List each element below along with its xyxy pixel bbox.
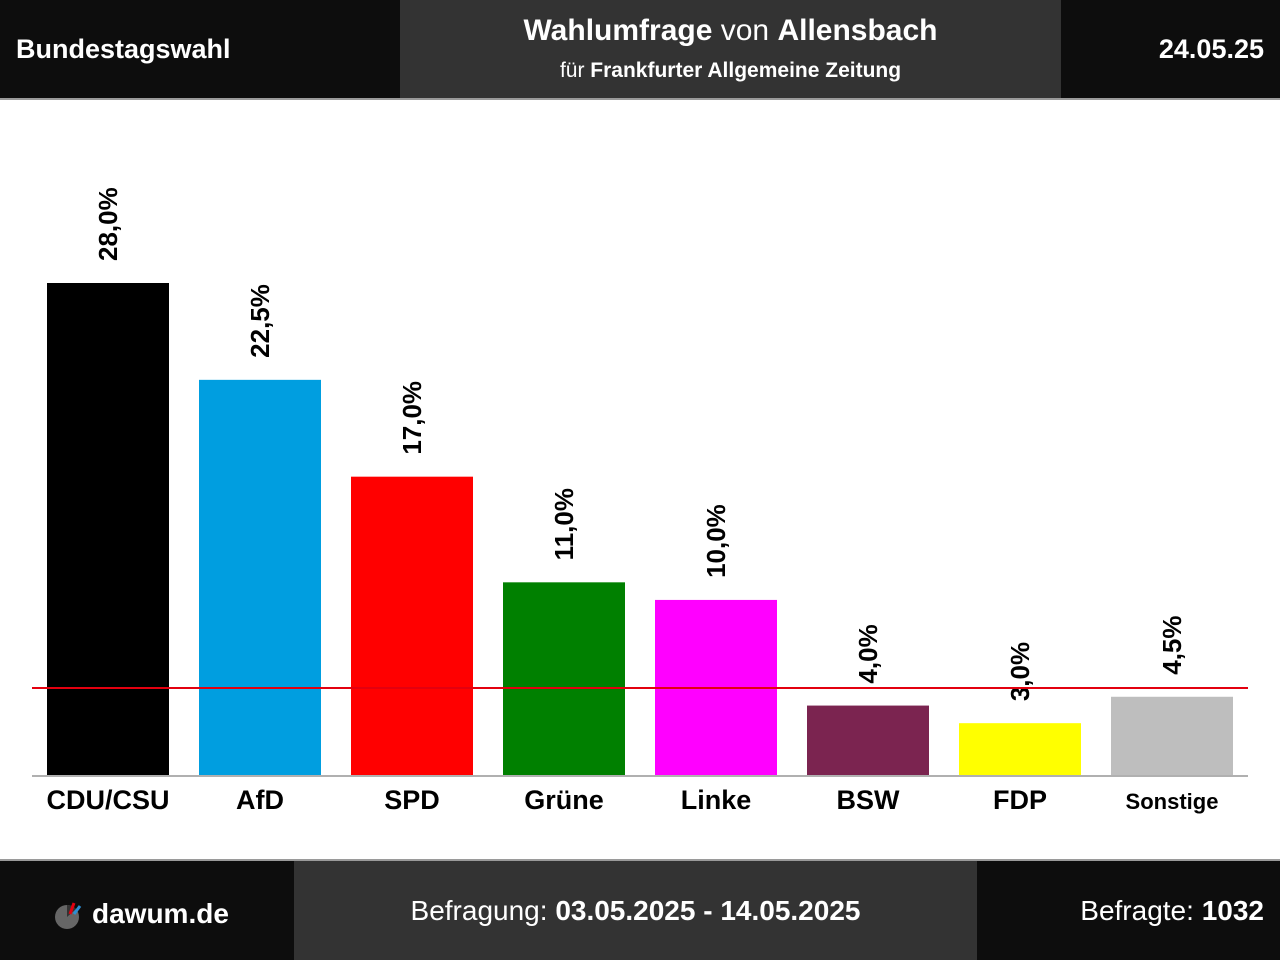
value-label-2: 17,0% <box>397 381 427 455</box>
bar-7 <box>1111 696 1233 776</box>
bar-1 <box>199 379 321 776</box>
value-label-4: 10,0% <box>701 504 731 578</box>
poll-title: Wahlumfrage von Allensbach <box>523 14 938 47</box>
bar-chart: 28,0% CDU/CSU 22,5% AfD 17,0% SPD 11,0% Grüne 10… <box>32 187 1248 815</box>
value-label-7: 4,5% <box>1157 616 1187 675</box>
category-label-4: Linke <box>681 785 752 815</box>
header: Bundestagswahl Wahlumfrage von Allensbac… <box>0 0 1280 98</box>
category-label-3: Grüne <box>524 785 604 815</box>
category-label-2: SPD <box>384 785 440 815</box>
bar-2 <box>351 476 473 776</box>
site-branding: dawum.de <box>0 861 294 960</box>
value-label-3: 11,0% <box>549 488 579 560</box>
header-divider <box>0 98 1280 100</box>
poll-title-block: Wahlumfrage von Allensbach für Frankfurt… <box>400 0 1061 98</box>
pie-chart-logo-icon <box>55 902 82 929</box>
value-label-5: 4,0% <box>853 624 883 683</box>
publish-date: 24.05.25 <box>1061 0 1280 98</box>
value-label-0: 28,0% <box>93 187 123 261</box>
category-label-7: Sonstige <box>1126 789 1219 814</box>
poll-subtitle: für Frankfurter Allgemeine Zeitung <box>559 59 902 82</box>
bar-5 <box>807 705 929 776</box>
category-label-1: AfD <box>236 785 284 815</box>
category-label-5: BSW <box>837 785 901 815</box>
sample-size: Befragte: 1032 <box>977 861 1280 960</box>
bar-0 <box>47 283 169 776</box>
category-label-6: FDP <box>993 785 1047 815</box>
category-label-0: CDU/CSU <box>46 785 169 815</box>
survey-period: Befragung: 03.05.2025 - 14.05.2025 <box>294 861 977 960</box>
value-label-6: 3,0% <box>1005 642 1035 701</box>
bar-6 <box>959 723 1081 776</box>
site-name: dawum.de <box>92 898 229 929</box>
bar-3 <box>503 582 625 776</box>
value-label-1: 22,5% <box>245 284 275 358</box>
election-label: Bundestagswahl <box>0 0 400 98</box>
footer-divider <box>0 859 1280 861</box>
